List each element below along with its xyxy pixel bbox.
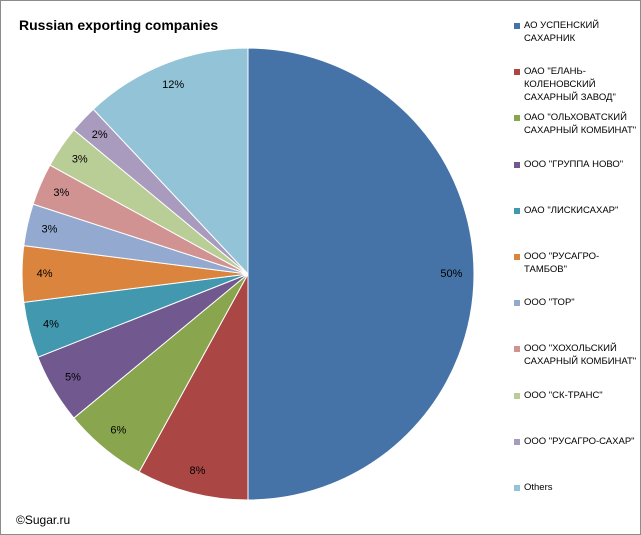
legend-item-5: ООО "РУСАГРО-ТАМБОВ" — [514, 250, 638, 276]
data-label-1: 8% — [189, 465, 205, 477]
legend-swatch — [514, 438, 520, 445]
legend-item-7: ООО "ХОХОЛЬСКИЙ САХАРНЫЙ КОМБИНАТ" — [514, 342, 638, 368]
legend-swatch — [514, 69, 520, 76]
data-label-4: 4% — [43, 319, 59, 331]
legend-swatch — [514, 346, 520, 353]
data-label-3: 5% — [65, 372, 81, 384]
pie-slice-0 — [247, 47, 475, 501]
legend-swatch — [514, 254, 520, 260]
data-label-7: 3% — [53, 187, 69, 199]
data-label-2: 6% — [110, 425, 126, 437]
legend-label: ООО "РУСАГРО-САХАР" — [524, 435, 635, 447]
legend-label: ОАО "ЕЛАНЬ-КОЛЕНОВСКИЙ САХАРНЫЙ ЗАВОД" — [524, 66, 616, 104]
legend-item-1: ОАО "ЕЛАНЬ-КОЛЕНОВСКИЙ САХАРНЫЙ ЗАВОД" — [514, 65, 638, 104]
data-labels: 50% 8% 6% 5% 4% 4% 3% 3% 3% 2% 12% — [37, 79, 463, 477]
legend-item-3: ООО "ГРУППА НОВО" — [514, 158, 638, 171]
legend-label: ООО "ГРУППА НОВО" — [524, 158, 624, 170]
legend-swatch — [514, 300, 520, 307]
legend-label: ООО "ХОХОЛЬСКИЙ САХАРНЫЙ КОМБИНАТ" — [524, 343, 637, 368]
legend-swatch — [514, 207, 520, 214]
data-label-8: 3% — [72, 154, 88, 166]
legend-item-8: ООО "СК-ТРАНС" — [514, 389, 638, 402]
pie-slice-1 — [138, 273, 249, 501]
legend-item-10: Others — [514, 481, 638, 494]
data-label-0: 50% — [440, 268, 462, 280]
legend-label: ООО "РУСАГРО-ТАМБОВ" — [524, 251, 600, 275]
legend-swatch — [514, 485, 520, 491]
legend-swatch — [514, 392, 520, 399]
legend-item-0: АО УСПЕНСКИЙ САХАРНИК — [514, 19, 638, 45]
legend-item-6: ООО "ТОР" — [514, 296, 638, 309]
legend-item-9: ООО "РУСАГРО-САХАР" — [514, 435, 638, 448]
data-label-9: 2% — [92, 129, 108, 141]
legend-swatch — [514, 115, 520, 122]
data-label-10: 12% — [162, 79, 184, 91]
data-label-6: 3% — [42, 224, 58, 236]
legend-swatch — [514, 161, 520, 168]
legend-item-4: ОАО "ЛИСКИСАХАР" — [514, 204, 638, 217]
legend-label: АО УСПЕНСКИЙ САХАРНИК — [524, 20, 600, 44]
legend-item-2: ОАО "ОЛЬХОВАТСКИЙ САХАРНЫЙ КОМБИНАТ" — [514, 111, 638, 137]
legend-label: ОАО "ОЛЬХОВАТСКИЙ САХАРНЫЙ КОМБИНАТ" — [524, 112, 637, 137]
legend-label: Others — [524, 482, 553, 493]
data-label-5: 4% — [37, 268, 53, 280]
legend-label: ООО "СК-ТРАНС" — [524, 389, 603, 401]
pie-slice-10 — [92, 47, 249, 276]
legend-label: ОАО "ЛИСКИСАХАР" — [524, 204, 619, 216]
chart-title: Russian exporting companies — [19, 17, 219, 33]
legend-label: ООО "ТОР" — [524, 297, 575, 309]
copyright-text: ©Sugar.ru — [16, 513, 71, 527]
legend-swatch — [514, 23, 520, 29]
